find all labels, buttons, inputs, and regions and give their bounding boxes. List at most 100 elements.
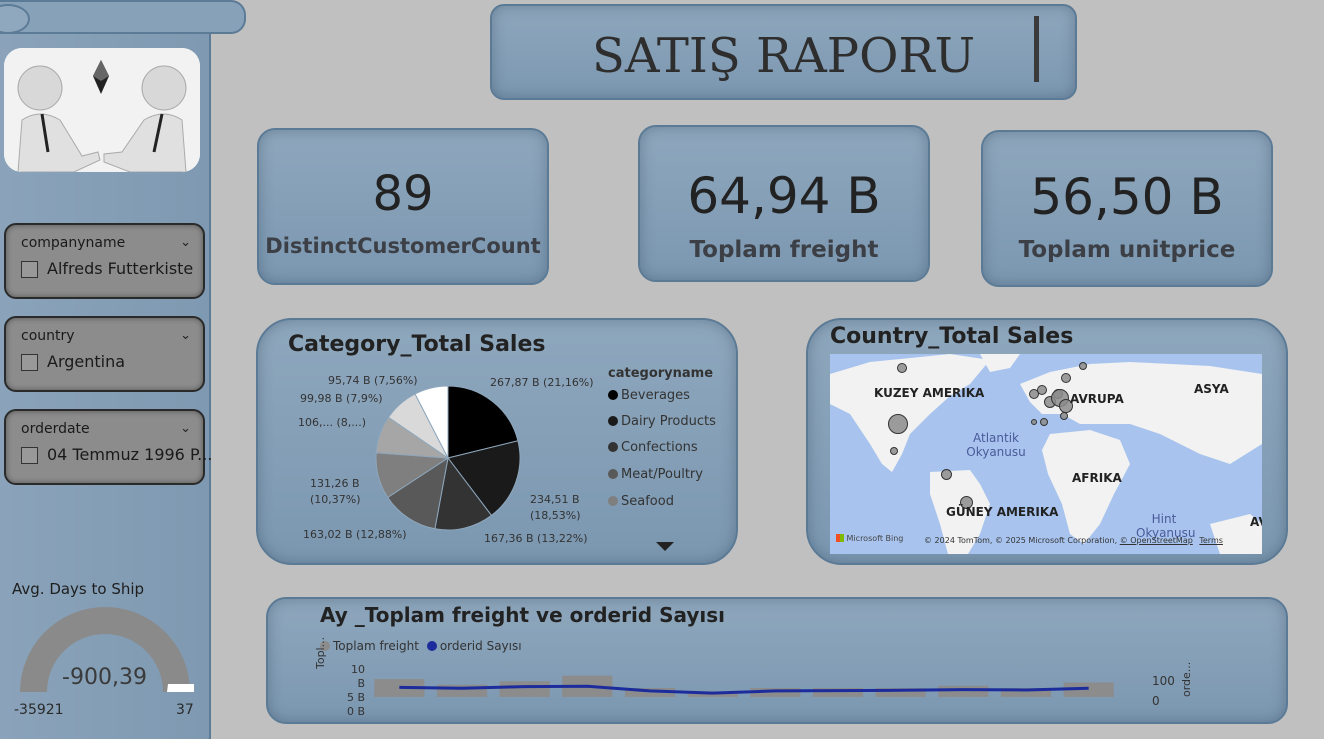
- card-distinct-customer: 89 DistinctCustomerCount: [257, 128, 549, 285]
- scroll-banner: [0, 0, 246, 34]
- legend-swatch: [608, 469, 618, 479]
- legend-item[interactable]: Beverages: [608, 388, 690, 403]
- pie-slice[interactable]: [387, 456, 449, 530]
- chevron-down-icon[interactable]: ⌄: [180, 328, 191, 343]
- checkbox[interactable]: [21, 447, 38, 464]
- legend-label: Dairy Products: [621, 414, 716, 429]
- card-value: 56,50 B: [1030, 168, 1224, 226]
- chevron-down-icon[interactable]: ⌄: [180, 235, 191, 250]
- map-label-aus: AVUS: [1250, 515, 1262, 529]
- checkbox[interactable]: [21, 261, 38, 278]
- slicer-title: country: [21, 328, 75, 344]
- title-banner: SATIŞ RAPORU: [490, 4, 1077, 100]
- gauge-arc: [20, 607, 190, 692]
- freight-bar[interactable]: [750, 688, 801, 697]
- map-bubble[interactable]: [1079, 362, 1087, 370]
- freight-bar[interactable]: [812, 688, 864, 697]
- chevron-down-icon[interactable]: ⌄: [180, 421, 191, 436]
- map-bubble[interactable]: [940, 468, 952, 480]
- freight-bar[interactable]: [1000, 688, 1052, 697]
- pie-slice[interactable]: [447, 385, 519, 459]
- map-label-indian: Hint Okyanusu: [1136, 512, 1196, 540]
- tick-label: 100: [1152, 674, 1175, 688]
- bing-label: Microsoft Bing: [846, 534, 904, 543]
- pie-slice[interactable]: [447, 440, 521, 517]
- tick-label: 10 B: [351, 663, 365, 690]
- map-bubble[interactable]: [1031, 419, 1037, 425]
- legend-swatch: [320, 641, 330, 651]
- chart-title: Country_Total Sales: [830, 324, 1074, 349]
- pie-label: 267,87 B (21,16%): [490, 376, 594, 389]
- slicer-value[interactable]: 04 Temmuz 1996 P...: [47, 445, 213, 464]
- map-bubble[interactable]: [888, 414, 908, 434]
- map-bubble[interactable]: [1037, 385, 1047, 395]
- map-bubble[interactable]: [1060, 412, 1068, 420]
- tick-label: 5 B: [346, 691, 365, 704]
- legend-swatch: [608, 390, 618, 400]
- pie-label: (10,37%): [310, 493, 361, 506]
- slicer-title: orderdate: [21, 421, 90, 437]
- slicer-companyname[interactable]: companyname ⌄ Alfreds Futterkiste: [4, 223, 205, 299]
- legend-title: categoryname: [608, 366, 714, 381]
- map-label-south-america: GÜNEY AMERIKA: [946, 505, 1059, 519]
- card-total-unitprice: 56,50 B Toplam unitprice: [981, 130, 1273, 287]
- slicer-orderdate[interactable]: orderdate ⌄ 04 Temmuz 1996 P...: [4, 409, 212, 485]
- legend-label: orderid Sayısı: [439, 639, 522, 653]
- orderid-count-line[interactable]: [399, 684, 1089, 695]
- legend-item[interactable]: Meat/Poultry: [608, 467, 703, 482]
- tick-label: 0: [1152, 694, 1160, 708]
- pie-label: 163,02 B (12,88%): [303, 528, 407, 541]
- card-label: Toplam freight: [689, 237, 879, 263]
- freight-bar[interactable]: [1063, 682, 1114, 697]
- map-bubble[interactable]: [890, 447, 898, 455]
- legend-scroll-down-icon[interactable]: [656, 542, 674, 551]
- legend-item[interactable]: Confections: [608, 440, 698, 455]
- legend-swatch: [608, 416, 618, 426]
- chart-title: Ay _Toplam freight ve orderid Sayısı: [320, 603, 726, 627]
- legend-item[interactable]: orderid Sayısı: [426, 639, 522, 653]
- slicer-value[interactable]: Alfreds Futterkiste: [47, 259, 194, 278]
- slicer-value[interactable]: Argentina: [47, 352, 126, 371]
- world-map[interactable]: KUZEY AMERIKA AVRUPA ASYA AFRIKA GÜNEY A…: [830, 354, 1262, 554]
- microsoft-icon: [836, 534, 844, 542]
- slicer-country[interactable]: country ⌄ Argentina: [4, 316, 205, 392]
- legend-swatch: [426, 641, 437, 651]
- map-bubble[interactable]: [897, 363, 907, 373]
- map-bubble[interactable]: [1061, 373, 1071, 383]
- legend-swatch: [608, 496, 618, 506]
- pie-label: 167,36 B (13,22%): [484, 532, 588, 545]
- category-chart-panel: Category_Total Sales 267,87 B (21,16%) 2…: [256, 318, 738, 565]
- map-label-europe: AVRUPA: [1070, 392, 1124, 406]
- pie-slice[interactable]: [434, 456, 493, 531]
- y-right-axis-label: orde...: [1180, 661, 1193, 697]
- combo-chart[interactable]: [368, 665, 1120, 703]
- gauge-chart: [20, 607, 194, 692]
- map-bubble[interactable]: [959, 495, 973, 509]
- card-label: Toplam unitprice: [1018, 237, 1236, 263]
- freight-bar[interactable]: [624, 688, 676, 697]
- map-label-north-america: KUZEY AMERIKA: [874, 386, 985, 400]
- legend-item[interactable]: Toplam freight: [320, 639, 419, 653]
- freight-bar[interactable]: [499, 681, 550, 697]
- gauge-max: 37: [176, 702, 194, 718]
- tick-label: 0 B: [346, 705, 365, 718]
- legend-label: Toplam freight: [333, 639, 419, 653]
- legend-item[interactable]: Dairy Products: [608, 414, 716, 429]
- terms-link[interactable]: Terms: [1199, 536, 1223, 545]
- freight-bar[interactable]: [875, 688, 926, 697]
- pie-label: 234,51 B: [530, 493, 580, 506]
- checkbox[interactable]: [21, 354, 38, 371]
- y-left-ticks: 10 B 5 B 0 B: [340, 663, 365, 719]
- gauge-fill: [167, 684, 194, 692]
- monthly-chart-panel: Ay _Toplam freight ve orderid Sayısı Top…: [266, 597, 1288, 724]
- osm-link[interactable]: © OpenStreetMap: [1119, 536, 1193, 545]
- bing-logo: Microsoft Bing: [836, 534, 903, 543]
- map-bubble[interactable]: [1040, 418, 1048, 426]
- card-value: 89: [372, 166, 434, 222]
- legend-item[interactable]: Seafood: [608, 494, 674, 509]
- pie-slice[interactable]: [414, 385, 449, 459]
- pie-chart[interactable]: [373, 383, 523, 533]
- chart-title: Category_Total Sales: [288, 332, 546, 357]
- page-title: SATIŞ RAPORU: [591, 28, 976, 84]
- freight-bar[interactable]: [938, 685, 989, 697]
